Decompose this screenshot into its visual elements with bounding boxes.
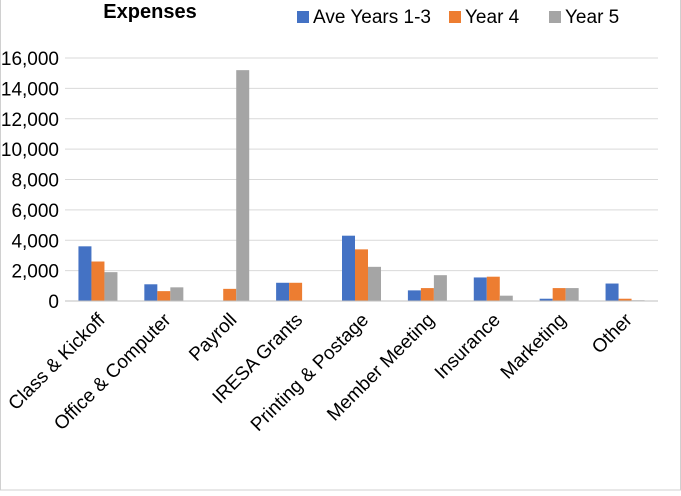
bar: [486, 276, 500, 301]
bar: [618, 298, 632, 301]
legend-swatch: [449, 11, 461, 23]
y-tick-label: 6,000: [11, 201, 59, 222]
legend: Ave Years 1-3 Year 4 Year 5: [297, 7, 619, 28]
chart-title: Expenses: [103, 1, 196, 23]
y-axis-tick-labels: 0 2,000 4,000 6,000 8,000 10,000 12,000 14,000 1…: [1, 49, 59, 313]
y-tick-label: 2,000: [11, 262, 59, 283]
legend-label: Year 5: [565, 7, 619, 28]
y-tick-label: 14,000: [1, 79, 59, 100]
bar: [355, 249, 368, 301]
y-tick-label: 10,000: [1, 140, 59, 161]
bar: [78, 246, 92, 301]
bar: [91, 261, 105, 301]
bar: [144, 284, 158, 301]
bar: [420, 288, 434, 301]
bar: [552, 288, 566, 301]
y-tick-label: 16,000: [1, 49, 59, 70]
legend-swatch: [549, 11, 561, 23]
bar: [473, 277, 487, 301]
bars-group: [78, 70, 645, 302]
bar: [236, 70, 250, 302]
bar: [433, 275, 447, 301]
legend-swatch: [297, 11, 309, 23]
bar: [223, 288, 237, 301]
bar: [276, 282, 290, 301]
bar: [342, 235, 355, 301]
y-tick-label: 0: [48, 292, 59, 313]
bar: [499, 295, 513, 301]
bar: [407, 290, 421, 301]
bar: [104, 272, 118, 301]
bar: [565, 288, 579, 301]
bar: [289, 282, 303, 301]
y-tick-label: 12,000: [1, 110, 59, 131]
legend-label: Ave Years 1-3: [313, 7, 431, 28]
bar: [170, 287, 184, 301]
legend-label: Year 4: [465, 7, 520, 28]
bar: [368, 266, 381, 301]
bar: [605, 283, 619, 301]
bar: [539, 298, 553, 301]
bar: [157, 291, 171, 301]
y-tick-label: 8,000: [11, 171, 59, 192]
y-tick-label: 4,000: [11, 231, 59, 252]
